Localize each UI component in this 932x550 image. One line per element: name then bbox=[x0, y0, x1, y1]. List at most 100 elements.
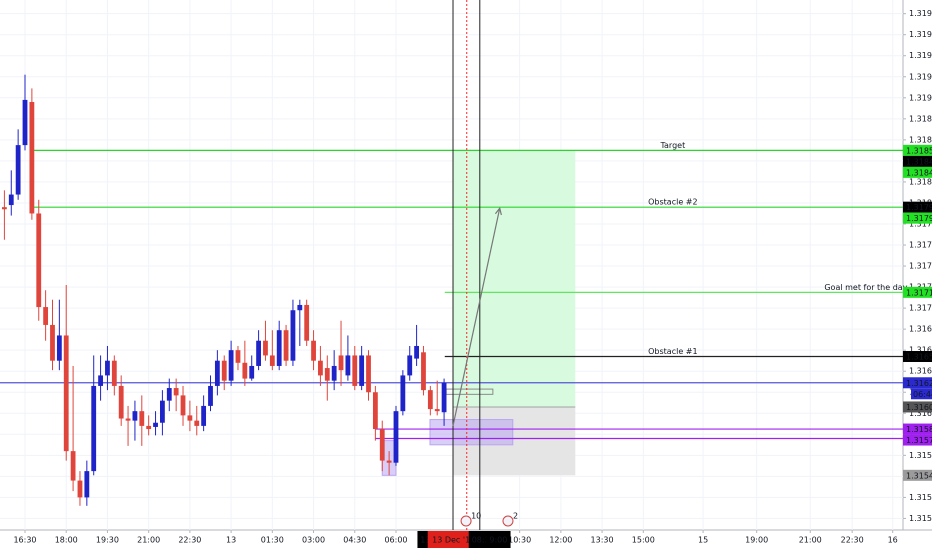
x-tick-label: 18:00 bbox=[55, 536, 78, 545]
candle-body bbox=[311, 340, 316, 361]
y-tick-label: 1.31960 bbox=[909, 30, 932, 39]
candle-body bbox=[132, 411, 138, 421]
price-badge bbox=[903, 377, 932, 389]
candle-body bbox=[22, 99, 28, 146]
candle-body bbox=[242, 362, 248, 379]
candle-body bbox=[111, 360, 117, 386]
event-icon bbox=[460, 515, 472, 527]
x-tick-label: 15 bbox=[698, 536, 708, 545]
y-tick-label: 1.31900 bbox=[909, 93, 932, 102]
candle-body bbox=[118, 385, 124, 419]
candle-body bbox=[84, 471, 90, 498]
candle-body bbox=[441, 382, 447, 413]
price-badge bbox=[903, 434, 932, 446]
candle-body bbox=[36, 213, 42, 308]
x-tick-label: 13:30 bbox=[591, 536, 614, 545]
time-badge bbox=[486, 531, 511, 548]
candle-body bbox=[352, 355, 358, 386]
x-tick-label: 16 bbox=[888, 536, 898, 545]
price-badge-label: 1.31715 bbox=[906, 288, 932, 297]
candle-body bbox=[421, 352, 426, 391]
candle-body bbox=[331, 365, 337, 381]
x-tick-label: 04:30 bbox=[343, 536, 366, 545]
y-tick-label: 1.31920 bbox=[909, 72, 932, 81]
time-badge bbox=[427, 531, 480, 548]
price-badge-label: 1.31585 bbox=[906, 425, 932, 434]
y-tick-label: 1.31600 bbox=[909, 409, 932, 418]
price-badge bbox=[903, 350, 932, 362]
candle-body bbox=[194, 420, 200, 426]
line-label: Goal met for the day bbox=[824, 283, 907, 292]
candle-body bbox=[146, 425, 152, 430]
countdown-badge bbox=[911, 388, 932, 400]
candle-body bbox=[173, 388, 179, 396]
candle-body bbox=[153, 422, 158, 427]
y-tick-label: 1.31980 bbox=[909, 9, 932, 18]
y-tick-label: 1.31820 bbox=[909, 177, 932, 186]
candle-body bbox=[50, 324, 55, 361]
y-tick-label: 1.31680 bbox=[909, 325, 932, 334]
arrow-head bbox=[494, 206, 502, 216]
x-tick-label: 19:00 bbox=[745, 536, 768, 545]
x-tick-label: 21:00 bbox=[799, 536, 822, 545]
price-badge-label: 1.31606 bbox=[906, 403, 932, 412]
candle-body bbox=[338, 355, 344, 371]
price-badge-label: 1.31850 bbox=[906, 146, 932, 155]
y-tick-label: 1.31740 bbox=[909, 262, 932, 271]
x-tick-label: 12:00 bbox=[549, 536, 572, 545]
price-badge-label: 1.31849 bbox=[906, 157, 932, 166]
time-badge-label: 9:00 bbox=[489, 536, 507, 545]
line-label: Target bbox=[659, 141, 685, 150]
candle-body bbox=[139, 411, 145, 426]
x-tick-label: 21:00 bbox=[137, 536, 160, 545]
price-badge-label: 1.31654 bbox=[906, 352, 932, 361]
candle-body bbox=[345, 355, 351, 376]
candle-body bbox=[249, 365, 255, 379]
x-tick-label: 22:30 bbox=[841, 536, 864, 545]
y-tick-label: 1.31940 bbox=[909, 51, 932, 60]
candle-body bbox=[56, 335, 62, 361]
candle-body bbox=[91, 385, 97, 472]
x-tick-label: 01:30 bbox=[261, 536, 284, 545]
candle-body bbox=[283, 330, 289, 361]
x-tick-label: 16:30 bbox=[13, 536, 36, 545]
price-badge bbox=[903, 155, 932, 167]
candle-body bbox=[105, 360, 110, 376]
y-tick-label: 1.31780 bbox=[909, 219, 932, 228]
candle-body bbox=[400, 375, 406, 412]
candle-body bbox=[386, 460, 392, 463]
x-tick-label: 06:00 bbox=[384, 536, 407, 545]
x-tick-label: 19:30 bbox=[96, 536, 119, 545]
price-badge bbox=[903, 144, 932, 156]
arrow-line bbox=[452, 208, 501, 427]
candle-body bbox=[393, 411, 399, 463]
y-tick-label: 1.31860 bbox=[909, 135, 932, 144]
x-tick-label: 03:00 bbox=[302, 536, 325, 545]
candle-body bbox=[318, 360, 323, 376]
candle-body bbox=[269, 355, 275, 366]
candle-body bbox=[414, 345, 420, 359]
candle-body bbox=[276, 330, 282, 366]
candle-body bbox=[407, 355, 413, 376]
candle-body bbox=[304, 304, 310, 341]
candle-body bbox=[43, 307, 49, 325]
time-badge-label: 08:30 bbox=[472, 536, 495, 545]
price-badge bbox=[903, 423, 932, 435]
candle-body bbox=[427, 390, 433, 410]
y-tick-label: 1.31560 bbox=[909, 451, 932, 460]
price-badge bbox=[903, 212, 932, 224]
candle-body bbox=[208, 385, 213, 406]
candle-body bbox=[324, 368, 330, 381]
candle-body bbox=[434, 409, 440, 412]
time-badge-label: 13 Dec '19 bbox=[432, 536, 475, 545]
drawn-rectangle bbox=[429, 419, 514, 446]
price-badge-label: 1.31576 bbox=[906, 436, 932, 445]
x-tick-label: 13 bbox=[226, 536, 236, 545]
candle-body bbox=[290, 310, 296, 361]
y-tick-label: 1.31760 bbox=[909, 241, 932, 250]
y-tick-label: 1.31700 bbox=[909, 304, 932, 313]
candle-body bbox=[359, 355, 365, 386]
x-tick-label: 15:00 bbox=[632, 536, 655, 545]
candle-body bbox=[297, 304, 303, 311]
